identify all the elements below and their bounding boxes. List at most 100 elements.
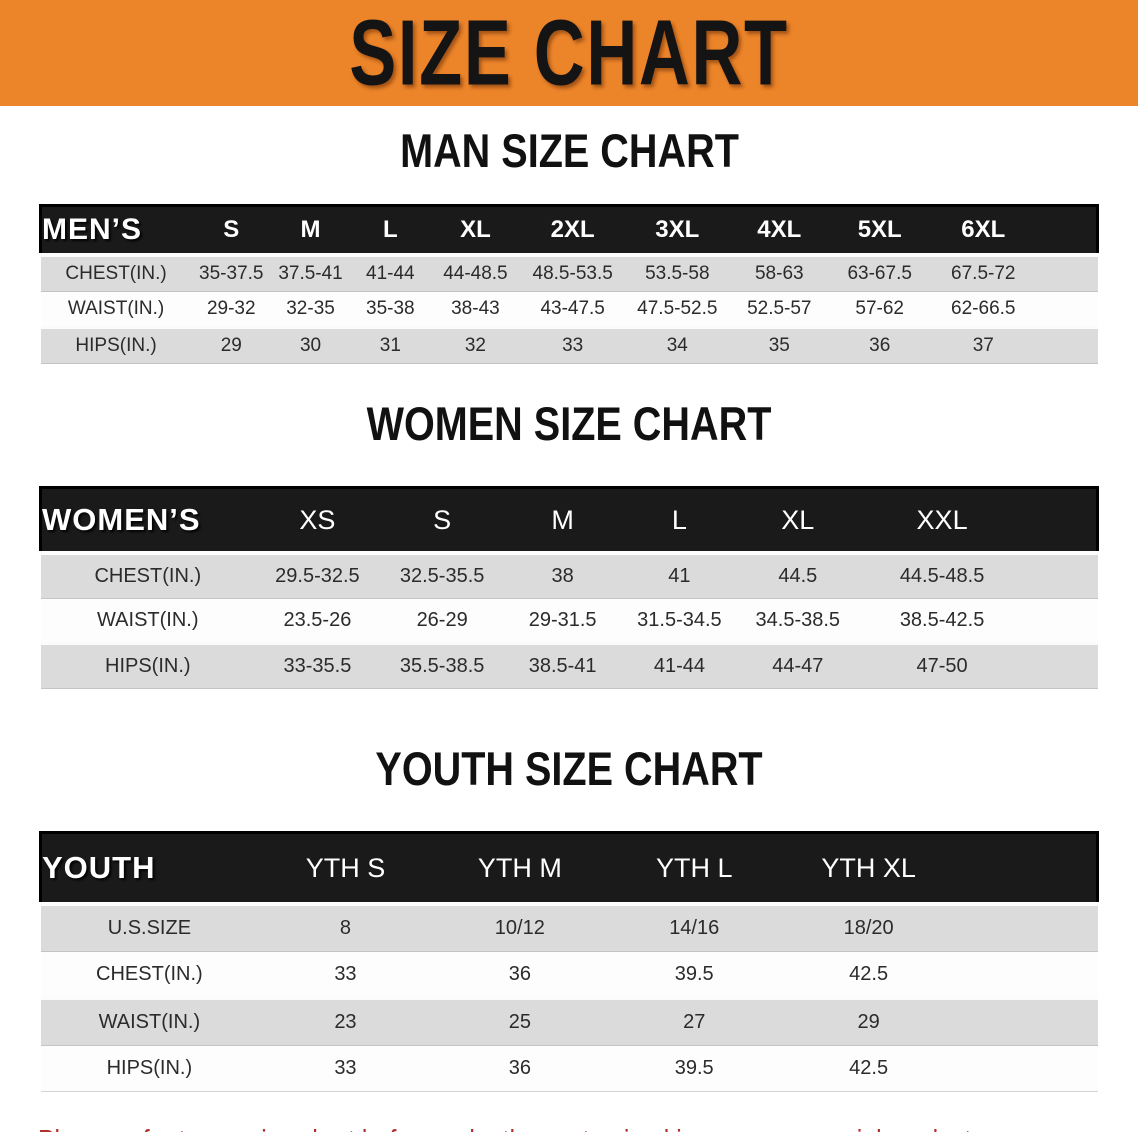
men-header-row: MEN’S S M L XL 2XL 3XL 4XL 5XL 6XL: [38, 204, 1100, 257]
size-column-header: M: [504, 486, 621, 555]
filler-cell: [1036, 204, 1100, 257]
size-value-cell: 35: [729, 326, 829, 364]
disclaimer-line-1: Please refer to our size chart before or…: [38, 1118, 1138, 1132]
size-value-cell: 38: [504, 551, 621, 599]
size-value-cell: 35-37.5: [191, 253, 271, 292]
size-value-cell: 34: [624, 326, 730, 364]
size-value-cell: 41: [620, 551, 739, 599]
size-value-cell: 36: [828, 326, 931, 364]
measure-row-label: HIPS(IN.): [40, 642, 256, 689]
filler-cell: [955, 997, 1098, 1046]
size-value-cell: 38.5-42.5: [857, 598, 1027, 644]
size-value-cell: 47.5-52.5: [624, 291, 730, 328]
size-value-cell: 29-31.5: [504, 598, 621, 644]
size-value-cell: 57-62: [828, 291, 931, 328]
size-value-cell: 29: [781, 997, 956, 1046]
size-column-header: XS: [255, 486, 380, 555]
measure-row-label: WAIST(IN.): [40, 291, 192, 328]
size-value-cell: 52.5-57: [729, 291, 829, 328]
size-table-row: CHEST(IN.) 35-37.5 37.5-41 41-44 44-48.5 48.5…: [40, 253, 1098, 292]
size-value-cell: 38.5-41: [504, 642, 621, 689]
size-value-cell: 38-43: [430, 291, 521, 328]
measure-row-label: CHEST(IN.): [40, 253, 192, 292]
size-value-cell: 23.5-26: [255, 598, 380, 644]
youth-header-row: YOUTH YTH S YTH M YTH L YTH XL: [39, 831, 1099, 906]
size-value-cell: 35.5-38.5: [379, 642, 505, 689]
size-table-row: U.S.SIZE 8 10/12 14/16 18/20: [40, 902, 1098, 952]
size-value-cell: 32-35: [270, 291, 351, 328]
size-column-header: M: [270, 204, 351, 257]
size-value-cell: 30: [270, 326, 351, 364]
size-value-cell: 41-44: [620, 642, 739, 689]
size-column-header: 2XL: [520, 204, 625, 257]
women-section-heading: WOMEN SIZE CHART: [0, 398, 1138, 459]
size-value-cell: 33-35.5: [255, 642, 380, 689]
size-value-cell: 32.5-35.5: [379, 551, 505, 599]
size-column-header: S: [191, 204, 271, 257]
size-value-cell: 53.5-58: [624, 253, 730, 292]
filler-cell: [1026, 486, 1099, 555]
size-table-row: CHEST(IN.) 33 36 39.5 42.5: [40, 951, 1098, 999]
measure-row-label: HIPS(IN.): [40, 1045, 259, 1092]
size-value-cell: 27: [607, 997, 782, 1046]
size-column-header: 4XL: [729, 204, 829, 257]
men-size-table: MEN’S S M L XL 2XL 3XL 4XL 5XL 6XL CHEST(IN.) 35-37…: [38, 204, 1100, 364]
size-value-cell: 18/20: [781, 902, 956, 952]
size-column-header: 3XL: [624, 204, 730, 257]
size-column-header: 5XL: [828, 204, 931, 257]
size-table-row: WAIST(IN.) 23 25 27 29: [40, 997, 1098, 1046]
size-value-cell: 34.5-38.5: [738, 598, 858, 644]
size-value-cell: 32: [430, 326, 521, 364]
size-table-row: CHEST(IN.) 29.5-32.5 32.5-35.5 38 41 44.5 44.5…: [40, 551, 1098, 599]
size-value-cell: 29-32: [191, 291, 271, 328]
size-chart-banner: SIZE CHART: [0, 0, 1138, 106]
size-value-cell: 33: [258, 951, 433, 999]
size-value-cell: 35-38: [350, 291, 431, 328]
size-value-cell: 44.5-48.5: [857, 551, 1027, 599]
size-value-cell: 62-66.5: [930, 291, 1037, 328]
measure-row-label: U.S.SIZE: [40, 902, 259, 952]
size-value-cell: 47-50: [857, 642, 1027, 689]
measure-row-label: WAIST(IN.): [40, 997, 259, 1046]
size-value-cell: 33: [258, 1045, 433, 1092]
filler-cell: [1026, 598, 1098, 644]
size-value-cell: 44-47: [738, 642, 858, 689]
size-value-cell: 48.5-53.5: [520, 253, 625, 292]
size-value-cell: 39.5: [607, 951, 782, 999]
banner-title: SIZE CHART: [349, 0, 789, 105]
youth-table-corner-label: YOUTH: [39, 831, 259, 906]
size-value-cell: 36: [432, 1045, 608, 1092]
size-column-header: YTH L: [607, 831, 782, 906]
youth-size-table: YOUTH YTH S YTH M YTH L YTH XL U.S.SIZE 8 10/12…: [39, 831, 1099, 1092]
size-value-cell: 44.5: [738, 551, 858, 599]
size-column-header: XL: [430, 204, 521, 257]
size-value-cell: 29.5-32.5: [255, 551, 380, 599]
disclaimer: Please refer to our size chart before or…: [38, 1118, 1138, 1132]
filler-cell: [955, 951, 1098, 999]
size-table-row: WAIST(IN.) 23.5-26 26-29 29-31.5 31.5-34.5 34…: [40, 598, 1098, 644]
size-column-header: L: [620, 486, 739, 555]
size-table-row: HIPS(IN.) 33-35.5 35.5-38.5 38.5-41 41-44 44-…: [40, 642, 1098, 689]
size-value-cell: 25: [432, 997, 608, 1046]
measure-row-label: HIPS(IN.): [40, 326, 192, 364]
women-header-row: WOMEN’S XS S M L XL XXL: [39, 486, 1099, 555]
youth-section-heading-text: YOUTH SIZE CHART: [375, 741, 763, 796]
size-value-cell: 26-29: [379, 598, 505, 644]
men-table-corner-label: MEN’S: [38, 204, 192, 257]
size-value-cell: 8: [258, 902, 433, 952]
size-value-cell: 37.5-41: [270, 253, 351, 292]
women-table-corner-label: WOMEN’S: [39, 486, 256, 555]
size-value-cell: 63-67.5: [828, 253, 931, 292]
measure-row-label: WAIST(IN.): [40, 598, 256, 644]
size-value-cell: 31: [350, 326, 431, 364]
size-value-cell: 31.5-34.5: [620, 598, 739, 644]
size-value-cell: 43-47.5: [520, 291, 625, 328]
size-column-header: YTH XL: [781, 831, 956, 906]
size-value-cell: 29: [191, 326, 271, 364]
measure-row-label: CHEST(IN.): [40, 551, 256, 599]
filler-cell: [1026, 642, 1098, 689]
size-value-cell: 37: [930, 326, 1037, 364]
filler-cell: [1036, 291, 1098, 328]
size-column-header: L: [350, 204, 431, 257]
filler-cell: [955, 831, 1099, 906]
